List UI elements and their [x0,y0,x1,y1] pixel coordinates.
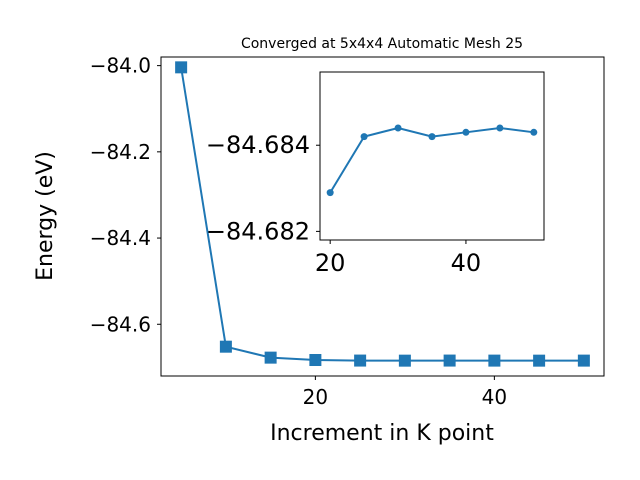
inset-data-point [428,133,436,141]
main-axes: 20 40 −84.0 −84.2 −84.4 −84.6 Converged at 5x… [33,36,605,446]
main-data-point [443,354,456,367]
inset-data-point [394,124,402,132]
inset-marks [326,124,538,197]
inset-data-point [530,128,538,136]
main-data-point [354,354,367,367]
main-y-tick-label: −84.6 [90,312,151,336]
main-y-tick-label: −84.0 [90,54,151,78]
inset-plot-frame [319,71,545,241]
main-data-point [398,354,411,367]
inset-data-point [462,128,470,136]
main-data-point [264,351,277,364]
main-marks [175,61,590,367]
main-x-tick-label: 20 [303,385,328,409]
main-series-line [180,67,584,362]
main-data-point [488,354,501,367]
main-x-tick-label: 40 [482,385,507,409]
main-plot-frame [160,56,605,377]
main-data-point [175,61,188,74]
inset-ticks: 20 40 −84.684 −84.682 [206,131,481,277]
inset-y-tick-label: −84.684 [206,131,310,159]
inset-axes: 20 40 −84.684 −84.682 [206,71,545,277]
x-axis-label: Increment in K point [270,421,494,446]
main-data-point [577,354,590,367]
main-data-point [219,340,232,353]
main-ticks: 20 40 −84.0 −84.2 −84.4 −84.6 [90,54,507,409]
inset-data-point [326,189,334,197]
inset-x-tick-label: 20 [315,249,346,277]
y-axis-label: Energy (eV) [33,151,58,281]
main-data-point [533,354,546,367]
inset-data-point [360,133,368,141]
inset-data-point [496,124,504,132]
main-data-point [309,354,322,367]
chart-title: Converged at 5x4x4 Automatic Mesh 25 [241,36,523,52]
main-y-tick-label: −84.4 [90,226,151,250]
main-y-tick-label: −84.2 [90,140,151,164]
inset-y-tick-label: −84.682 [206,217,310,245]
inset-x-tick-label: 40 [451,249,482,277]
